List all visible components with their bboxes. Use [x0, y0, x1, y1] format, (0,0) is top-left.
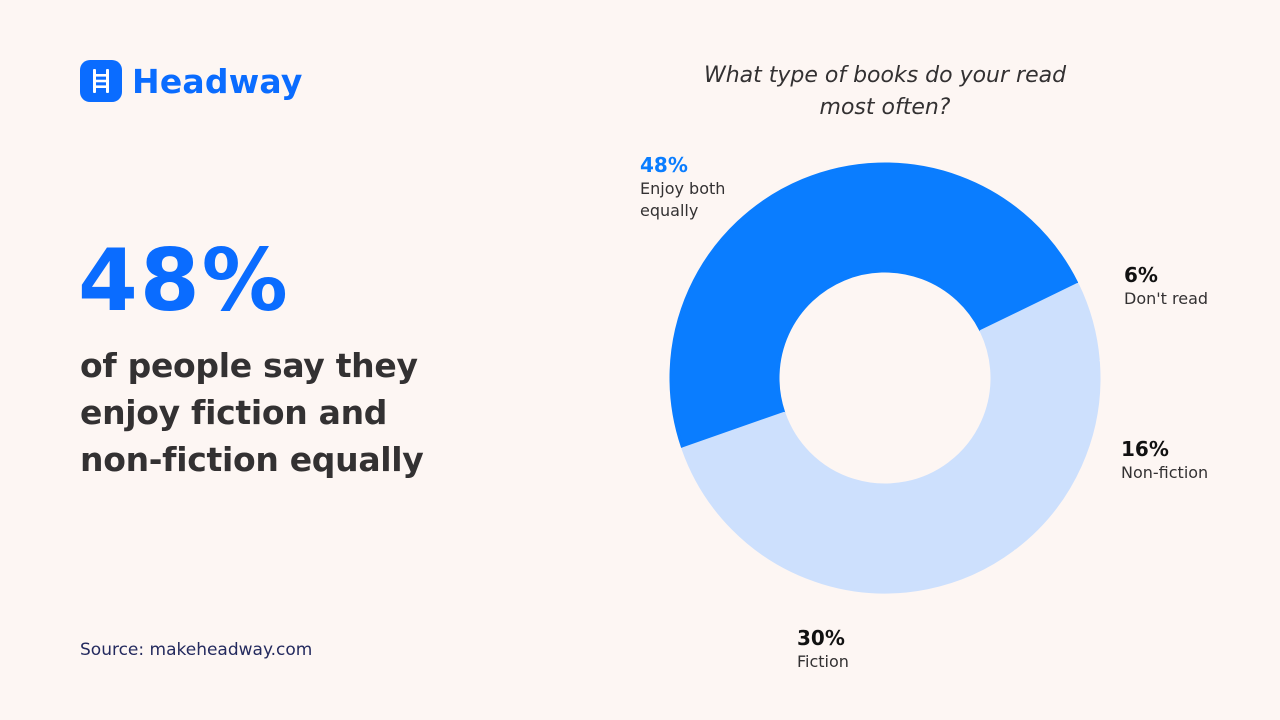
headline-description: of people say they enjoy fiction and non…: [80, 346, 424, 479]
chart-title: What type of books do your read most oft…: [703, 63, 1067, 120]
source-note: Source: makeheadway.com: [80, 640, 313, 660]
donut-segment-fiction: [681, 411, 1015, 594]
label-fiction: 30% Fiction: [797, 625, 849, 673]
donut-segments: [669, 162, 1101, 594]
label-enjoy-both-value: 48%: [640, 153, 688, 177]
donut-segment-don-t-read: [979, 283, 1100, 371]
label-enjoy-both-name: Enjoy both equally: [640, 179, 726, 220]
label-fiction-value: 30%: [797, 626, 845, 650]
label-non-fiction-name: Non-fiction: [1121, 463, 1209, 482]
brand-logo: Headway: [80, 60, 303, 102]
donut-segment-non-fiction: [948, 360, 1101, 550]
label-dont-read: 6% Don't read: [1124, 262, 1208, 310]
brand-name: Headway: [132, 61, 303, 101]
label-dont-read-value: 6%: [1124, 263, 1158, 287]
ladder-icon: [80, 60, 122, 102]
headline-stat: 48%: [78, 231, 290, 331]
label-fiction-name: Fiction: [797, 652, 849, 671]
label-non-fiction: 16% Non-fiction: [1121, 436, 1208, 484]
donut-segment-enjoy-both-equally: [669, 162, 1079, 449]
label-enjoy-both: 48% Enjoy both equally: [640, 152, 750, 222]
label-dont-read-name: Don't read: [1124, 289, 1209, 308]
label-non-fiction-value: 16%: [1121, 437, 1169, 461]
